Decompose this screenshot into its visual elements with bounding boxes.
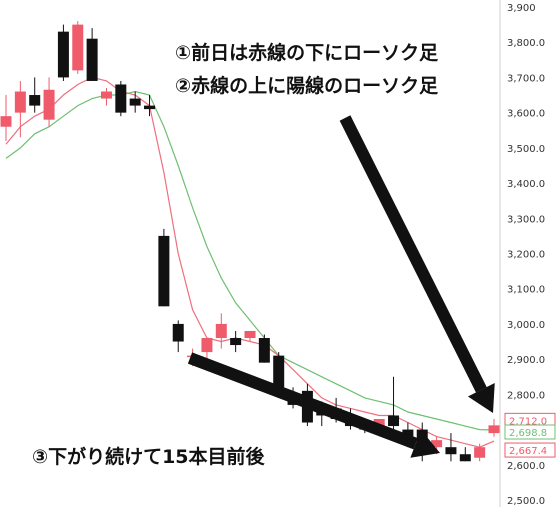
candle-body-up [431,440,443,448]
candle-body-up [474,447,486,458]
candle-body-up [215,323,227,339]
candle-body-down [158,235,170,307]
slow-moving-average-line [5,90,495,431]
candle-body-down [29,95,41,106]
candle-body-up [14,91,26,113]
candle-body-down [86,38,98,81]
arrow-down-to-last-candle-shaft [339,115,487,393]
annotation-line-1: ①前日は赤線の下にローソク足 [175,41,439,64]
arrow-down-to-last-candle-head [467,383,495,413]
candle-body-up [244,330,256,339]
candle-body-down [57,31,69,78]
y-tick-label: 2,600.0 [507,461,545,472]
candle-body-up [72,24,84,71]
y-tick-label: 3,900 [507,3,536,14]
candle-body-down [129,98,141,106]
y-tick-label: 3,100.0 [507,285,545,296]
y-tick-label: 3,200.0 [507,250,545,261]
y-tick-label: 3,300.0 [507,214,545,225]
y-tick-label: 3,800.0 [507,38,545,49]
candle-body-down [144,105,156,110]
price-label-box [504,424,556,440]
y-tick-label: 3,000.0 [507,320,545,331]
price-label: 2,698.8 [509,428,547,439]
candle-body-down [172,323,184,342]
candle-body-up [0,116,12,127]
y-tick-label: 2,800.0 [507,390,545,401]
y-tick-label: 2,900.0 [507,355,545,366]
annotation-line-2: ②赤線の上に陽線のローソク足 [175,74,439,97]
y-tick-label: 3,500.0 [507,144,545,155]
price-label-box [504,442,556,458]
candle-body-up [201,338,213,353]
arrow-downtrend-shaft [187,352,418,450]
candle-body-up [100,91,112,99]
candle-body-up [488,425,500,434]
candle-body-down [115,84,127,113]
candle-body-down [459,454,471,462]
y-tick-label: 3,600.0 [507,109,545,120]
candle-body-down [445,447,457,455]
candle-body-up [43,89,55,120]
candle-body-down [273,355,285,388]
annotation-line-3: ③下がり続けて15本目前後 [32,445,266,468]
y-tick-label: 2,500.0 [507,496,545,507]
candle-body-down [230,338,242,346]
candle-body-down [388,415,400,427]
y-tick-label: 3,700.0 [507,73,545,84]
y-tick-label: 3,400.0 [507,179,545,190]
price-label: 2,712.0 [509,416,547,427]
arrow-downtrend-head [410,429,440,458]
price-label: 2,667.4 [509,446,547,457]
candle-body-down [258,338,270,363]
